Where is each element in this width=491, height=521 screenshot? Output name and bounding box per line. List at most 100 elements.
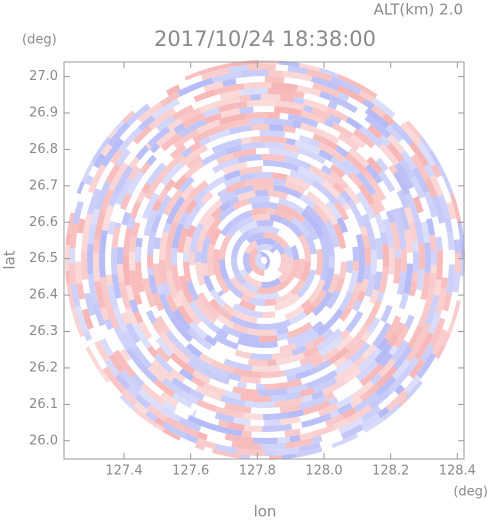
- texture-cell: [265, 279, 290, 294]
- texture-cell: [253, 106, 274, 112]
- texture-cell: [186, 327, 200, 340]
- texture-cell: [280, 217, 303, 238]
- texture-cell: [371, 104, 386, 118]
- texture-cell: [252, 184, 275, 191]
- texture-cell: [335, 277, 345, 292]
- texture-cell: [125, 103, 151, 127]
- texture-cell: [201, 263, 209, 277]
- texture-cell: [429, 317, 446, 347]
- texture-cell: [374, 213, 386, 234]
- texture-cell: [111, 226, 121, 249]
- texture-cell: [240, 69, 269, 78]
- texture-cell: [180, 320, 192, 332]
- texture-cell: [286, 138, 296, 146]
- texture-cell: [142, 278, 156, 308]
- texture-cell: [238, 299, 256, 311]
- texture-cell: [255, 237, 277, 247]
- texture-cell: [368, 177, 387, 202]
- texture-cell: [288, 311, 307, 325]
- texture-cell: [251, 365, 280, 372]
- texture-cell: [280, 94, 295, 103]
- texture-cell: [150, 214, 162, 233]
- texture-cell: [304, 204, 326, 229]
- texture-cell: [224, 402, 252, 414]
- texture-cell: [65, 232, 71, 245]
- texture-cell: [188, 300, 212, 327]
- texture-cell: [355, 359, 379, 382]
- texture-cell: [228, 124, 253, 135]
- texture-cell: [76, 282, 86, 300]
- texture-cell: [277, 203, 306, 223]
- texture-cell: [187, 359, 205, 374]
- texture-cell: [394, 384, 405, 395]
- texture-cell: [405, 333, 427, 363]
- texture-cell: [318, 403, 339, 417]
- texture-cell: [171, 392, 193, 409]
- texture-cell: [452, 272, 461, 293]
- texture-cell: [272, 350, 294, 360]
- texture-cell: [435, 236, 443, 251]
- texture-cell: [261, 277, 282, 288]
- texture-cell: [353, 355, 367, 368]
- texture-cell: [216, 152, 235, 165]
- texture-cell: [297, 147, 327, 165]
- texture-cell: [356, 290, 366, 303]
- texture-cell: [77, 218, 86, 234]
- texture-cell: [228, 64, 249, 74]
- texture-cell: [320, 346, 340, 363]
- texture-cell: [424, 165, 435, 178]
- texture-cell: [220, 395, 246, 407]
- texture-cell: [215, 425, 243, 437]
- texture-cell: [360, 413, 381, 430]
- texture-cell: [252, 213, 271, 222]
- texture-cell: [283, 361, 315, 377]
- texture-cell: [273, 329, 278, 336]
- texture-cell: [233, 417, 251, 426]
- texture-cell: [449, 250, 455, 265]
- texture-cell: [341, 158, 361, 176]
- texture-cell: [211, 71, 242, 84]
- texture-cell: [102, 366, 126, 394]
- texture-cell: [411, 272, 419, 282]
- texture-cell: [320, 164, 333, 176]
- texture-cell: [327, 100, 338, 110]
- texture-cell: [183, 235, 193, 254]
- texture-cell: [111, 274, 122, 299]
- texture-cell: [120, 311, 131, 326]
- texture-cell: [366, 109, 390, 129]
- texture-cell: [156, 128, 177, 148]
- texture-cell: [81, 308, 94, 330]
- texture-cell: [364, 273, 377, 298]
- texture-cell: [285, 391, 302, 401]
- texture-cell: [217, 289, 225, 297]
- texture-cell: [303, 304, 316, 316]
- texture-cell: [160, 162, 184, 187]
- texture-cell: [186, 351, 203, 366]
- texture-cell: [156, 115, 176, 132]
- texture-cell: [232, 303, 263, 318]
- texture-cell: [358, 183, 375, 206]
- texture-cell: [204, 311, 218, 324]
- texture-cell: [352, 128, 376, 149]
- texture-cell: [347, 440, 359, 450]
- texture-cell: [347, 171, 363, 188]
- texture-cell: [237, 154, 262, 164]
- texture-cell: [332, 418, 349, 431]
- texture-cell: [334, 363, 358, 383]
- texture-cell: [332, 181, 345, 195]
- texture-cell: [227, 422, 245, 431]
- texture-cell: [253, 437, 278, 445]
- texture-cell: [404, 192, 420, 221]
- texture-cell: [209, 298, 220, 310]
- texture-cell: [105, 248, 112, 275]
- texture-cell: [315, 340, 328, 352]
- texture-cell: [109, 149, 123, 165]
- texture-cell: [308, 138, 320, 148]
- texture-cell: [204, 334, 218, 347]
- texture-cell: [98, 254, 106, 278]
- texture-cell: [239, 166, 263, 176]
- texture-cell: [376, 260, 383, 273]
- texture-cell: [181, 147, 193, 158]
- texture-cell: [203, 81, 224, 93]
- texture-cell: [405, 119, 424, 139]
